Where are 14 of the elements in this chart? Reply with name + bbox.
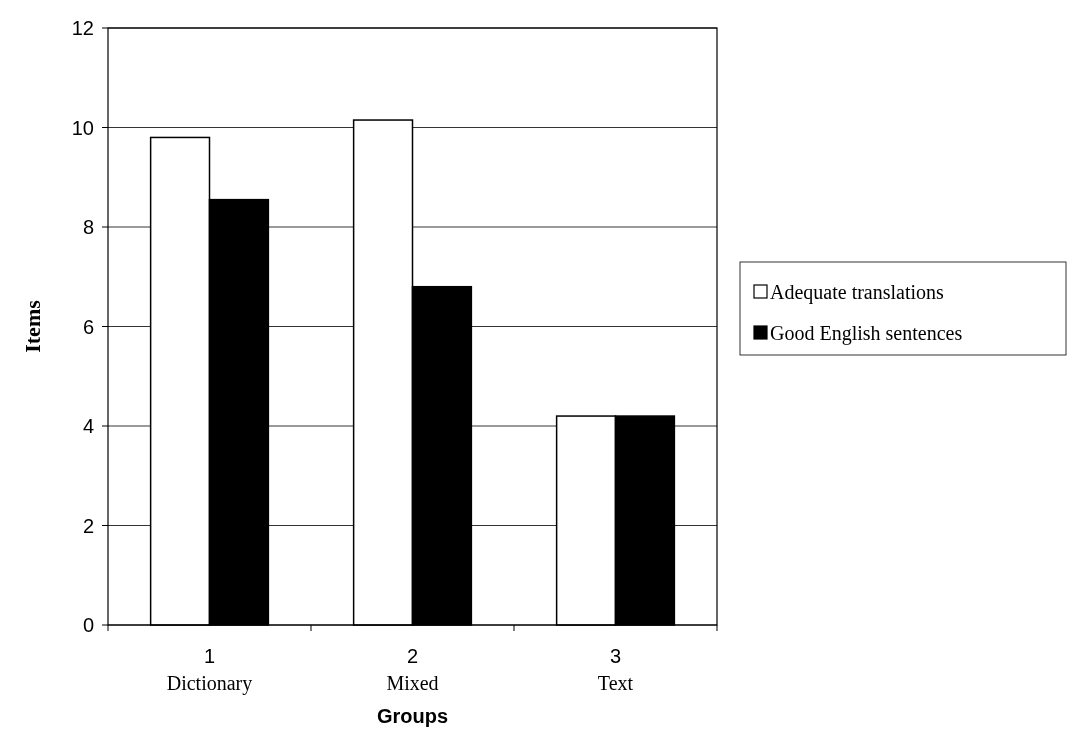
y-tick-label: 12 (71, 17, 94, 39)
y-tick-label: 4 (82, 415, 94, 437)
y-tick-label: 2 (82, 514, 94, 537)
y-tick-label: 8 (82, 216, 94, 238)
y-tick-label: 0 (82, 614, 94, 636)
x-tick-label: 1 Dictionary (166, 645, 253, 695)
x-axis-title: Groups (376, 705, 449, 727)
y-tick-label: 6 (82, 315, 94, 338)
legend-label: Good English sentences (770, 322, 963, 345)
y-tick-label: 10 (71, 116, 94, 139)
legend-label: Adequate translations (770, 281, 945, 304)
y-axis-title: Items (20, 299, 45, 353)
x-tick-label: 2 Mixed (386, 645, 439, 694)
x-tick-label: 3 Text (597, 645, 634, 694)
